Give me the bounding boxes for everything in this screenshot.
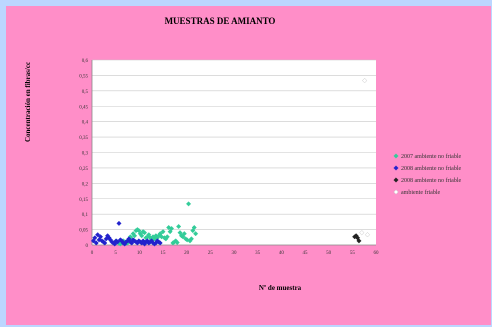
legend-entry: 2008 ambiente no friable <box>401 165 461 172</box>
y-tick-label: 0,4 <box>82 121 89 126</box>
data-point-series-1 <box>95 232 101 238</box>
y-tick-label: 0,25 <box>79 167 88 172</box>
x-axis-label: Nº de muestra <box>259 284 302 292</box>
data-point-series-0 <box>141 230 148 236</box>
x-tick-label: 25 <box>208 251 214 256</box>
data-point-series-0 <box>193 231 199 237</box>
legend-marker <box>393 153 399 159</box>
x-tick-label: 0 <box>91 251 94 256</box>
data-point-series-1 <box>157 240 163 246</box>
y-tick-label: 0 <box>86 244 89 249</box>
data-point-series-0 <box>164 234 170 240</box>
data-point-series-1 <box>102 240 108 246</box>
x-tick-label: 15 <box>161 251 167 256</box>
data-point-series-1 <box>116 220 122 226</box>
y-tick-label: 0,1 <box>82 213 89 218</box>
y-tick-label: 0,3 <box>82 152 89 157</box>
data-point-series-1 <box>93 240 99 246</box>
data-point-series-3 <box>364 232 371 238</box>
data-point-series-0 <box>132 233 138 239</box>
data-point-series-0 <box>160 229 166 235</box>
data-point-series-1 <box>92 235 98 241</box>
y-tick-label: 0,05 <box>79 229 88 234</box>
x-tick-label: 40 <box>279 251 285 256</box>
y-tick-label: 0,6 <box>82 59 89 64</box>
data-point-series-1 <box>115 239 121 245</box>
data-point-series-0 <box>188 236 194 242</box>
x-tick-label: 20 <box>184 251 190 256</box>
x-tick-label: 60 <box>374 251 380 256</box>
data-point-series-1 <box>97 234 104 240</box>
y-tick-label: 0,2 <box>82 182 89 187</box>
legend-marker <box>393 177 399 183</box>
legend-marker <box>393 189 399 195</box>
data-point-series-0 <box>168 226 175 232</box>
chart-title: MUESTRAS DE AMIANTO <box>165 16 276 26</box>
y-tick-label: 0,5 <box>82 90 89 95</box>
x-tick-label: 10 <box>137 251 143 256</box>
data-point-series-2 <box>356 238 362 244</box>
x-tick-label: 45 <box>303 251 309 256</box>
legend-entry: ambiente friable <box>401 189 440 196</box>
data-point-series-0 <box>191 224 197 231</box>
data-point-series-0 <box>174 239 180 246</box>
x-tick-label: 55 <box>350 251 356 256</box>
x-tick-label: 50 <box>326 251 332 256</box>
y-tick-label: 0,15 <box>79 198 88 203</box>
y-axis-label: Concentración en fibras/cc <box>24 62 32 142</box>
y-tick-label: 0,35 <box>79 136 88 141</box>
data-point-series-0 <box>176 223 182 230</box>
x-tick-label: 5 <box>114 251 117 256</box>
legend-entry: 2008 ambiente no friable <box>401 177 461 184</box>
legend-marker <box>393 165 399 171</box>
legend-entry: 2007 ambiente no friable <box>401 153 461 160</box>
x-tick-label: 30 <box>232 251 238 256</box>
x-tick-label: 35 <box>255 251 261 256</box>
y-tick-label: 0,45 <box>79 105 88 110</box>
data-point-series-3 <box>359 230 365 236</box>
data-point-series-0 <box>186 201 192 207</box>
data-point-series-0 <box>139 233 145 239</box>
y-tick-label: 0,55 <box>79 74 88 79</box>
data-point-series-0 <box>181 231 187 237</box>
data-point-series-3 <box>362 78 368 84</box>
